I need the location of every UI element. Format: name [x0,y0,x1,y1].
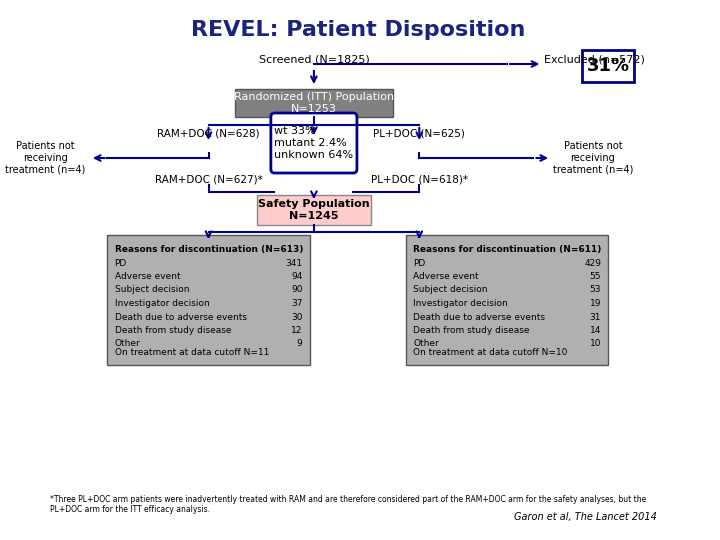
Text: 94: 94 [291,272,302,281]
Text: Adverse event: Adverse event [114,272,180,281]
Text: 14: 14 [590,326,601,335]
Text: 37: 37 [291,299,302,308]
Text: Investigator decision: Investigator decision [413,299,508,308]
Text: 55: 55 [590,272,601,281]
Text: Garon et al, The Lancet 2014: Garon et al, The Lancet 2014 [513,512,657,522]
Text: PL+DOC (N=625): PL+DOC (N=625) [374,128,465,138]
Text: Death from study disease: Death from study disease [413,326,530,335]
Text: On treatment at data cutoff N=10: On treatment at data cutoff N=10 [413,348,567,357]
Text: Death from study disease: Death from study disease [114,326,231,335]
FancyBboxPatch shape [271,113,357,173]
FancyBboxPatch shape [257,195,371,225]
Text: PD: PD [413,259,426,267]
Text: Reasons for discontinuation (N=611): Reasons for discontinuation (N=611) [413,245,601,254]
Text: Subject decision: Subject decision [114,286,189,294]
Text: 12: 12 [291,326,302,335]
Text: RAM+DOC (N=628): RAM+DOC (N=628) [157,128,260,138]
Text: Investigator decision: Investigator decision [114,299,210,308]
Text: PL+DOC (N=618)*: PL+DOC (N=618)* [371,175,468,185]
Text: Other: Other [114,340,140,348]
Text: 31%: 31% [587,57,630,75]
Text: 10: 10 [590,340,601,348]
Text: Death due to adverse events: Death due to adverse events [413,313,545,321]
Text: Death due to adverse events: Death due to adverse events [114,313,246,321]
Text: Patients not
receiving
treatment (n=4): Patients not receiving treatment (n=4) [5,141,86,174]
Text: wt 33%
mutant 2.4%
unknown 64%: wt 33% mutant 2.4% unknown 64% [274,126,354,160]
Text: Screened (N=1825): Screened (N=1825) [258,55,369,65]
Text: Adverse event: Adverse event [413,272,479,281]
Text: 90: 90 [291,286,302,294]
Text: Randomized (ITT) Population
N=1253: Randomized (ITT) Population N=1253 [234,92,394,114]
Text: Reasons for discontinuation (N=613): Reasons for discontinuation (N=613) [114,245,303,254]
FancyBboxPatch shape [235,89,393,117]
Text: 19: 19 [590,299,601,308]
Text: 30: 30 [291,313,302,321]
Text: 31: 31 [590,313,601,321]
Text: Other: Other [413,340,439,348]
Text: Patients not
receiving
treatment (n=4): Patients not receiving treatment (n=4) [553,141,633,174]
Text: REVEL: Patient Disposition: REVEL: Patient Disposition [191,20,525,40]
Text: RAM+DOC (N=627)*: RAM+DOC (N=627)* [155,175,262,185]
Text: 341: 341 [285,259,302,267]
Text: 9: 9 [297,340,302,348]
Text: *Three PL+DOC arm patients were inadvertently treated with RAM and are therefore: *Three PL+DOC arm patients were inadvert… [50,495,647,515]
FancyBboxPatch shape [107,235,310,365]
Text: 53: 53 [590,286,601,294]
Text: 429: 429 [584,259,601,267]
Text: PD: PD [114,259,127,267]
Text: On treatment at data cutoff N=11: On treatment at data cutoff N=11 [114,348,269,357]
Text: Subject decision: Subject decision [413,286,487,294]
Text: Excluded (n=572): Excluded (n=572) [544,54,645,64]
Text: Safety Population
N=1245: Safety Population N=1245 [258,199,369,221]
FancyBboxPatch shape [406,235,608,365]
FancyBboxPatch shape [582,50,634,82]
